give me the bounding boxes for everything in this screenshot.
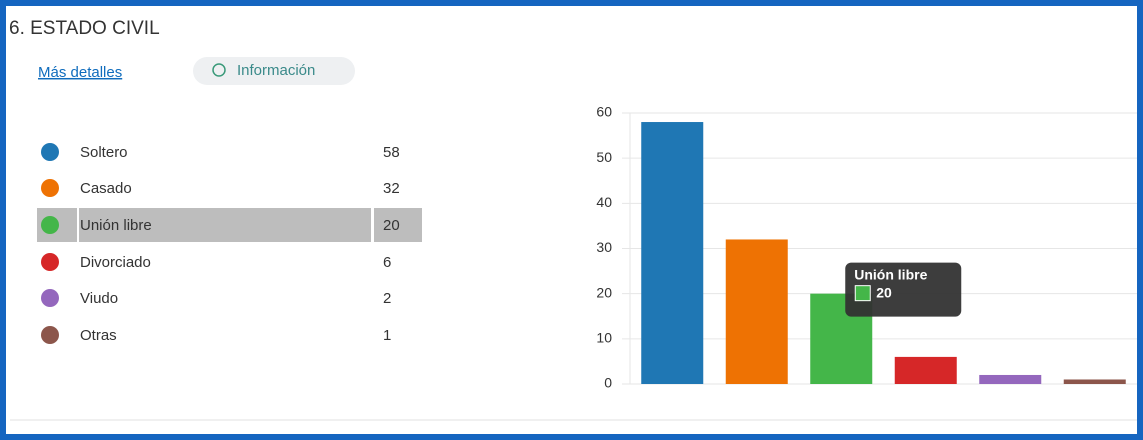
legend-label: Viudo <box>80 290 118 307</box>
bar <box>725 239 788 384</box>
legend-count: 32 <box>383 180 400 197</box>
legend-label: Divorciado <box>80 254 151 271</box>
legend-label: Unión libre <box>80 217 152 234</box>
tooltip <box>845 262 962 317</box>
info-pill[interactable] <box>193 57 355 85</box>
bar <box>1063 379 1126 384</box>
legend-count: 1 <box>383 327 391 344</box>
question-title: 6. ESTADO CIVIL <box>9 18 160 39</box>
legend-dot <box>41 289 59 307</box>
bar <box>894 356 957 384</box>
legend-dot <box>41 179 59 197</box>
legend-dot <box>41 326 59 344</box>
y-tick-label: 50 <box>596 149 612 165</box>
row-highlight <box>37 208 371 242</box>
legend-label: Otras <box>80 327 117 344</box>
y-tick-label: 60 <box>596 104 612 120</box>
tooltip-value: 20 <box>876 284 892 300</box>
legend-count: 20 <box>383 217 400 234</box>
y-tick-label: 30 <box>596 239 612 255</box>
legend-count: 6 <box>383 254 391 271</box>
info-label[interactable]: Información <box>237 62 315 79</box>
legend-dot <box>41 143 59 161</box>
bar <box>979 374 1042 384</box>
legend-dot <box>41 216 59 234</box>
legend-label: Soltero <box>80 144 128 161</box>
y-tick-label: 10 <box>596 330 612 346</box>
more-details-link[interactable]: Más detalles <box>38 64 122 81</box>
tooltip-title: Unión libre <box>854 266 927 282</box>
legend-count: 58 <box>383 144 400 161</box>
row-highlight <box>374 208 422 242</box>
bulb-icon <box>212 63 226 77</box>
legend-label: Casado <box>80 180 132 197</box>
legend-count: 2 <box>383 290 391 307</box>
y-tick-label: 0 <box>604 375 612 391</box>
legend-dot <box>41 253 59 271</box>
tooltip-swatch <box>854 285 871 302</box>
y-tick-label: 20 <box>596 284 612 300</box>
bar <box>641 122 704 385</box>
y-tick-label: 40 <box>596 194 612 210</box>
